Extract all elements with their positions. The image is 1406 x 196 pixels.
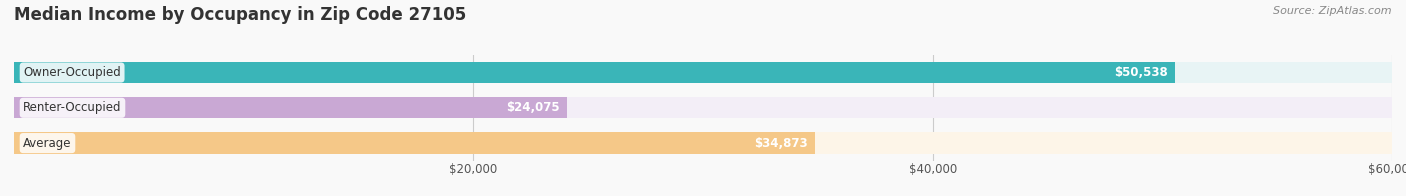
Text: $50,538: $50,538 [1114,66,1168,79]
Text: Owner-Occupied: Owner-Occupied [24,66,121,79]
Text: Average: Average [24,137,72,150]
Bar [14,62,1174,83]
Bar [14,97,567,118]
Text: Renter-Occupied: Renter-Occupied [24,101,122,114]
Text: $24,075: $24,075 [506,101,560,114]
Bar [14,132,1392,154]
Bar [14,62,1392,83]
Text: Median Income by Occupancy in Zip Code 27105: Median Income by Occupancy in Zip Code 2… [14,6,467,24]
Bar [14,132,815,154]
Text: $34,873: $34,873 [755,137,808,150]
Text: Source: ZipAtlas.com: Source: ZipAtlas.com [1274,6,1392,16]
Bar [14,97,1392,118]
